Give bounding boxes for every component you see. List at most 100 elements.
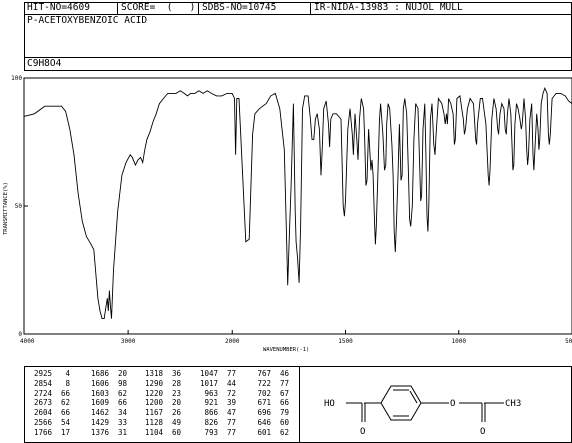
peak-table-row: 1429 33	[84, 418, 127, 428]
peak-transmittance: 60	[171, 427, 181, 437]
score: SCORE= ( )	[121, 2, 196, 13]
peak-transmittance: 62	[60, 398, 70, 408]
peak-transmittance: 20	[171, 398, 181, 408]
peak-transmittance: 39	[226, 398, 236, 408]
peak-table-row: 1462 34	[84, 408, 127, 418]
peak-transmittance: 66	[60, 408, 70, 418]
peak-table-row: 1318 36	[138, 369, 181, 379]
compound-name: P-ACETOXYBENZOIC ACID	[27, 15, 148, 26]
peak-wavenumber: 2854	[33, 378, 52, 388]
hydroxyl-label: HO	[324, 399, 335, 409]
peak-wavenumber: 671	[257, 398, 271, 408]
peak-table-column: 2925 4 2854 8 2724 66 2673 62 2604 66 2566 54 1766 17	[27, 369, 70, 438]
peak-table-row: 1609 66	[84, 398, 127, 408]
peak-table-row: 1128 49	[138, 418, 181, 428]
peak-table-row: 793 77	[193, 428, 236, 438]
peak-transmittance: 72	[226, 388, 236, 398]
peak-table-column: 1318 36 1290 28 1220 23 1200 20 1167 26 1128 49 1104…	[138, 369, 181, 438]
peak-wavenumber: 2925	[33, 369, 52, 378]
peak-wavenumber: 1686	[90, 369, 109, 378]
peak-wavenumber: 601	[257, 427, 271, 437]
peak-table-row: 1167 26	[138, 408, 181, 418]
peak-table-row: 826 77	[193, 418, 236, 428]
peak-wavenumber: 646	[257, 417, 271, 427]
peak-wavenumber: 1220	[144, 388, 163, 398]
y-axis-label: TRANSMITTANCE(%)	[3, 182, 9, 235]
peak-table-row: 671 66	[246, 398, 289, 408]
x-tick-label: 2000	[225, 338, 240, 345]
header-sep-1	[117, 2, 118, 15]
peak-table-row: 2925 4	[27, 369, 70, 379]
peak-transmittance: 98	[117, 378, 127, 388]
peak-transmittance: 67	[279, 388, 289, 398]
peak-wavenumber: 1376	[90, 427, 109, 437]
ester-oxygen-label: O	[450, 399, 455, 409]
peak-transmittance: 17	[60, 427, 70, 437]
carbonyl-oxygen-left: O	[360, 427, 365, 437]
spectrum-series-line	[23, 86, 572, 320]
peak-transmittance: 28	[171, 378, 181, 388]
peak-table-row: 1047 77	[193, 369, 236, 379]
x-axis-label: WAVENUMBER(-1)	[263, 347, 309, 353]
y-tick-label: 0	[18, 331, 22, 338]
peak-transmittance: 23	[171, 388, 181, 398]
peak-transmittance: 8	[65, 378, 70, 388]
peak-wavenumber: 1606	[90, 378, 109, 388]
peak-transmittance: 20	[117, 369, 127, 378]
peak-wavenumber: 1429	[90, 417, 109, 427]
peak-wavenumber: 767	[257, 369, 271, 378]
peak-transmittance: 79	[279, 408, 289, 418]
header-sep-2	[198, 2, 199, 15]
peak-wavenumber: 1766	[33, 427, 52, 437]
peak-wavenumber: 696	[257, 408, 271, 418]
peak-transmittance: 60	[279, 417, 289, 427]
peak-transmittance: 77	[279, 378, 289, 388]
peak-transmittance: 49	[171, 417, 181, 427]
x-tick-label: 1000	[452, 338, 467, 345]
peak-table-row: 1104 60	[138, 428, 181, 438]
peak-transmittance: 62	[117, 388, 127, 398]
peak-transmittance: 33	[117, 417, 127, 427]
peak-table-row: 963 72	[193, 389, 236, 399]
peak-table-row: 702 67	[246, 389, 289, 399]
peak-wavenumber: 2724	[33, 388, 52, 398]
peak-transmittance: 4	[65, 369, 70, 378]
peak-table-row: 696 79	[246, 408, 289, 418]
peak-transmittance: 47	[226, 408, 236, 418]
peak-transmittance: 77	[226, 369, 236, 378]
peak-table-row: 722 77	[246, 379, 289, 389]
peak-wavenumber: 793	[204, 427, 218, 437]
x-tick-label: 500	[565, 338, 572, 345]
peak-wavenumber: 2673	[33, 398, 52, 408]
peak-wavenumber: 866	[204, 408, 218, 418]
peak-table-row: 1606 98	[84, 379, 127, 389]
peak-wavenumber: 1603	[90, 388, 109, 398]
x-tick-label: 1500	[338, 338, 353, 345]
peak-wavenumber: 1128	[144, 417, 163, 427]
peak-table-row: 1017 44	[193, 379, 236, 389]
molecular-formula: C9H8O4	[27, 58, 62, 69]
peak-wavenumber: 722	[257, 378, 271, 388]
peak-transmittance: 54	[60, 417, 70, 427]
peak-table-row: 2724 66	[27, 389, 70, 399]
peak-table-row: 1220 23	[138, 389, 181, 399]
y-tick-label: 50	[15, 203, 23, 210]
peak-transmittance: 62	[279, 427, 289, 437]
peak-transmittance: 36	[171, 369, 181, 378]
peak-transmittance: 26	[171, 408, 181, 418]
peak-table-column: 1047 77 1017 44 963 72 921 39 866 47 826 77 793 77	[193, 369, 236, 438]
peak-transmittance: 44	[226, 378, 236, 388]
peak-transmittance: 66	[60, 388, 70, 398]
peak-wavenumber: 1318	[144, 369, 163, 378]
peak-table-row: 2673 62	[27, 398, 70, 408]
peak-table-row: 1376 31	[84, 428, 127, 438]
peak-wavenumber: 2566	[33, 417, 52, 427]
peak-wavenumber: 1462	[90, 408, 109, 418]
peak-table-row: 1200 20	[138, 398, 181, 408]
peak-table-column: 767 46 722 77 702 67 671 66 696 79 646 60 601 62	[246, 369, 289, 438]
peak-wavenumber: 1047	[199, 369, 218, 378]
peak-table-row: 1290 28	[138, 379, 181, 389]
peak-table-row: 2854 8	[27, 379, 70, 389]
